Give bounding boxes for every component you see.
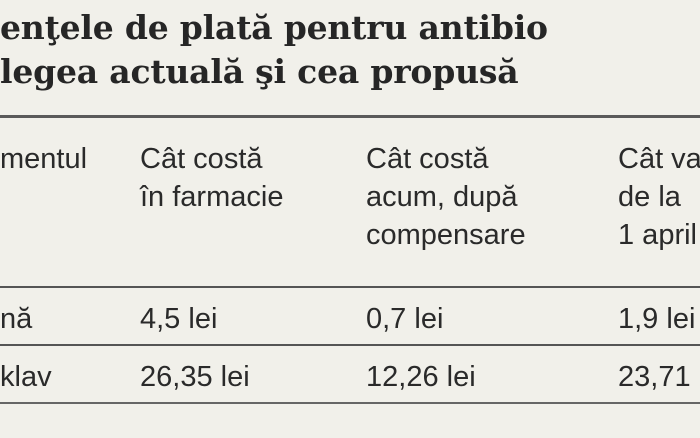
header-medication: mentul [0, 140, 87, 178]
header-pharmacy-price: Cât costă în farmacie [140, 140, 283, 216]
row-2-medication: klav [0, 361, 52, 393]
row-2-current-price: 12,26 lei [366, 361, 476, 393]
title-divider [0, 115, 700, 118]
row-1-pharmacy-price: 4,5 lei [140, 303, 218, 335]
table-bottom-divider [0, 402, 700, 404]
row-1-medication: nă [0, 303, 33, 335]
header-future-price-line-2: de la [618, 181, 681, 213]
row-divider [0, 344, 700, 346]
header-current-compensated-price: Cât costă acum, după compensare [366, 140, 526, 254]
header-medication-line-1: mentul [0, 143, 88, 175]
header-pharmacy-price-line-1: Cât costă [140, 143, 263, 175]
header-future-price-line-3: 1 april [618, 219, 697, 251]
header-current-price-line-3: compensare [366, 219, 526, 251]
row-1-current-price: 0,7 lei [366, 303, 444, 335]
row-1-future-price: 1,9 lei [618, 303, 696, 335]
article-title-line-1: enţele de plată pentru antibio [0, 8, 548, 47]
article-title-line-2: legea actuală şi cea propusă [0, 52, 519, 91]
header-current-price-line-1: Cât costă [366, 143, 489, 175]
header-current-price-line-2: acum, după [366, 181, 518, 213]
row-2-future-price: 23,71 [618, 361, 691, 393]
row-2-pharmacy-price: 26,35 lei [140, 361, 250, 393]
header-pharmacy-price-line-2: în farmacie [140, 181, 284, 213]
header-future-price: Cât va de la 1 april [618, 140, 700, 254]
row-divider [0, 286, 700, 288]
header-future-price-line-1: Cât va [618, 143, 700, 175]
